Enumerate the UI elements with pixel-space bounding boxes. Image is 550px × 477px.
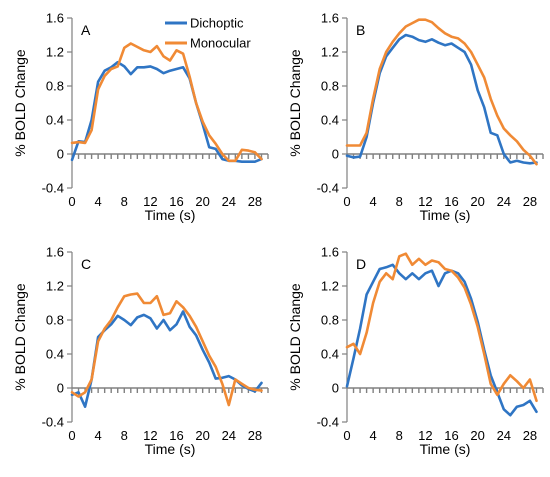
x-tick-label: 0: [343, 194, 350, 209]
y-tick-label: 1.6: [321, 11, 339, 26]
y-tick-label: -0.4: [317, 181, 339, 196]
x-tick-label: 0: [68, 194, 75, 209]
x-tick-label: 24: [222, 194, 236, 209]
x-tick-label: 8: [121, 428, 128, 443]
x-tick-label: 0: [343, 428, 350, 443]
panel-a: -0.4 0 0.4 0.8 1.2 1.6 0 4 8 12 16 20 24 28 Time (s) % …: [12, 11, 269, 223]
panel-b: -0.4 0 0.4 0.8 1.2 1.6 0 4 8 12 16 20 24 28 Time (s) % …: [287, 11, 544, 223]
y-tick-label: 0.4: [321, 113, 339, 128]
x-tick-label: 0: [68, 428, 75, 443]
x-tick-label: 20: [470, 428, 484, 443]
legend-label-dichoptic: Dichoptic: [190, 16, 244, 31]
x-tick-label: 8: [396, 194, 403, 209]
y-tick-label: 0.4: [46, 347, 64, 362]
series-line-monocular: [345, 252, 538, 403]
x-tick-label: 16: [169, 428, 183, 443]
y-tick-label: 0: [332, 147, 339, 162]
x-tick-label: 28: [248, 428, 262, 443]
y-axis-title: % BOLD Change: [287, 283, 303, 391]
series-line-dichoptic: [345, 263, 538, 417]
x-tick-label: 4: [370, 194, 377, 209]
x-tick-label: 16: [444, 194, 458, 209]
x-tick-label: 20: [195, 428, 209, 443]
x-axis-title: Time (s): [420, 207, 471, 223]
x-tick-label: 8: [396, 428, 403, 443]
y-tick-label: 1.6: [321, 245, 339, 260]
y-tick-label: 0: [332, 381, 339, 396]
panel-label: C: [81, 256, 91, 272]
x-axis-title: Time (s): [145, 441, 196, 457]
x-tick-label: 4: [370, 428, 377, 443]
x-tick-label: 24: [497, 194, 511, 209]
panel-label: A: [81, 22, 91, 38]
series-line-monocular: [70, 42, 263, 163]
x-tick-label: 28: [523, 194, 537, 209]
x-tick-label: 16: [444, 428, 458, 443]
y-tick-label: 1.2: [46, 279, 64, 294]
y-tick-label: 0.4: [321, 347, 339, 362]
panel-d: -0.4 0 0.4 0.8 1.2 1.6 0 4 8 12 16 20 24 28 Time (s) % …: [287, 245, 544, 457]
x-tick-label: 12: [143, 428, 157, 443]
x-axis-title: Time (s): [420, 441, 471, 457]
y-tick-label: 0.8: [46, 313, 64, 328]
x-tick-label: 24: [497, 428, 511, 443]
y-axis-title: % BOLD Change: [287, 49, 303, 157]
series-line-monocular: [70, 292, 263, 407]
y-tick-label: 0: [57, 381, 64, 396]
panel-c: -0.4 0 0.4 0.8 1.2 1.6 0 4 8 12 16 20 24 28 Time (s) % …: [12, 245, 269, 457]
series-line-dichoptic: [70, 60, 263, 163]
panel-label: D: [356, 256, 366, 272]
legend-label-monocular: Monocular: [190, 36, 251, 51]
y-tick-label: 1.2: [321, 45, 339, 60]
series-line-dichoptic: [345, 33, 538, 165]
series-line-monocular: [345, 18, 538, 166]
y-tick-label: -0.4: [42, 181, 64, 196]
legend: Dichoptic Monocular: [165, 16, 251, 51]
y-tick-label: 1.6: [46, 245, 64, 260]
x-tick-label: 16: [169, 194, 183, 209]
x-tick-label: 28: [248, 194, 262, 209]
x-tick-label: 4: [95, 428, 102, 443]
x-tick-label: 12: [418, 194, 432, 209]
x-tick-label: 12: [418, 428, 432, 443]
y-tick-label: 1.6: [46, 11, 64, 26]
x-tick-label: 28: [523, 428, 537, 443]
x-tick-label: 4: [95, 194, 102, 209]
y-tick-label: 1.2: [321, 279, 339, 294]
y-tick-label: 0.8: [321, 313, 339, 328]
x-tick-label: 12: [143, 194, 157, 209]
x-tick-label: 24: [222, 428, 236, 443]
y-tick-label: -0.4: [317, 415, 339, 430]
y-tick-label: 0.8: [321, 79, 339, 94]
x-tick-label: 8: [121, 194, 128, 209]
y-tick-label: 0.4: [46, 113, 64, 128]
x-axis-title: Time (s): [145, 207, 196, 223]
y-axis-title: % BOLD Change: [12, 283, 28, 391]
y-tick-label: 1.2: [46, 45, 64, 60]
x-tick-label: 20: [470, 194, 484, 209]
y-tick-label: 0.8: [46, 79, 64, 94]
x-tick-label: 20: [195, 194, 209, 209]
y-tick-label: -0.4: [42, 415, 64, 430]
y-tick-label: 0: [57, 147, 64, 162]
y-axis-title: % BOLD Change: [12, 49, 28, 157]
panel-label: B: [356, 22, 365, 38]
